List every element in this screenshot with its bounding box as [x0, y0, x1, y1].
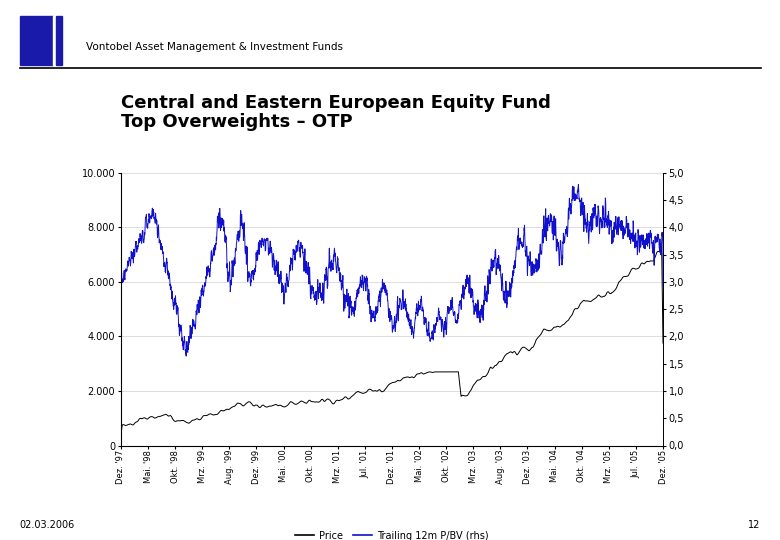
Text: Vontobel Asset Management & Investment Funds: Vontobel Asset Management & Investment F… [86, 42, 342, 52]
Text: Central and Eastern European Equity Fund: Central and Eastern European Equity Fund [121, 94, 551, 112]
Bar [20, 16, 53, 65]
Text: Top Overweights – OTP: Top Overweights – OTP [121, 113, 353, 131]
Text: 02.03.2006: 02.03.2006 [20, 520, 75, 530]
Legend: Price, Trailing 12m P/BV (rhs): Price, Trailing 12m P/BV (rhs) [291, 526, 493, 540]
Bar [56, 16, 62, 65]
Text: 12: 12 [748, 520, 760, 530]
Bar [53, 16, 56, 65]
